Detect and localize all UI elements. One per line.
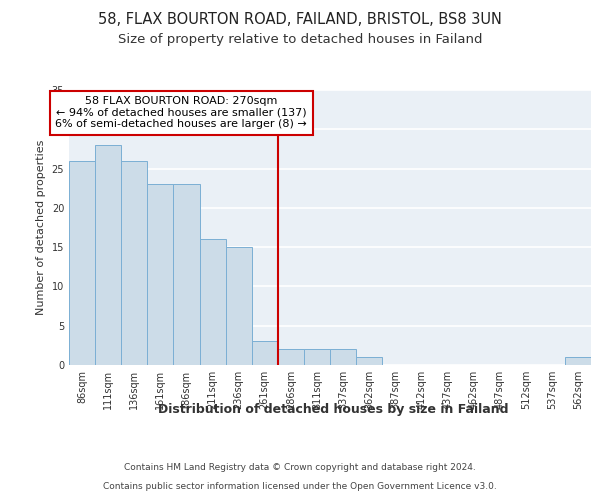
Text: Contains HM Land Registry data © Crown copyright and database right 2024.: Contains HM Land Registry data © Crown c… xyxy=(124,464,476,472)
Bar xyxy=(330,350,356,365)
Bar xyxy=(121,160,148,365)
Y-axis label: Number of detached properties: Number of detached properties xyxy=(36,140,46,315)
Text: Size of property relative to detached houses in Failand: Size of property relative to detached ho… xyxy=(118,32,482,46)
Text: 58, FLAX BOURTON ROAD, FAILAND, BRISTOL, BS8 3UN: 58, FLAX BOURTON ROAD, FAILAND, BRISTOL,… xyxy=(98,12,502,28)
Bar xyxy=(199,240,226,365)
Bar xyxy=(252,342,278,365)
Text: 58 FLAX BOURTON ROAD: 270sqm
← 94% of detached houses are smaller (137)
6% of se: 58 FLAX BOURTON ROAD: 270sqm ← 94% of de… xyxy=(55,96,307,130)
Text: Contains public sector information licensed under the Open Government Licence v3: Contains public sector information licen… xyxy=(103,482,497,491)
Text: Distribution of detached houses by size in Failand: Distribution of detached houses by size … xyxy=(158,402,508,415)
Bar xyxy=(304,350,330,365)
Bar xyxy=(173,184,199,365)
Bar xyxy=(226,247,252,365)
Bar xyxy=(148,184,173,365)
Bar xyxy=(356,357,382,365)
Bar xyxy=(278,350,304,365)
Bar xyxy=(95,145,121,365)
Bar xyxy=(69,160,95,365)
Bar xyxy=(565,357,591,365)
